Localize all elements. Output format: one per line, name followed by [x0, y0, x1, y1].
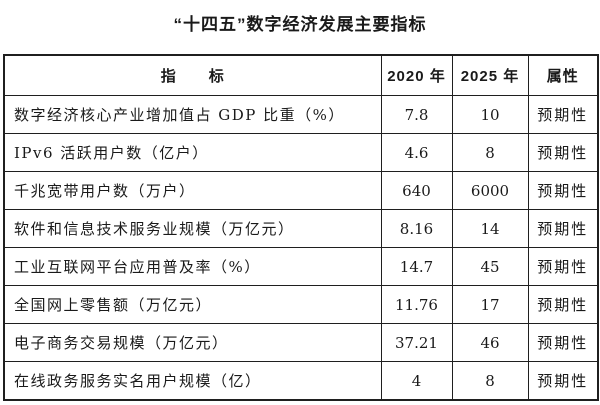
attribute-cell: 预期性	[527, 133, 599, 172]
indicator-cell: 电子商务交易规模（万亿元）	[3, 323, 382, 362]
indicator-cell: IPv6 活跃用户数（亿户）	[3, 133, 382, 172]
table-row: 电子商务交易规模（万亿元） 37.21 46 预期性	[3, 323, 599, 362]
value-2020-cell: 4	[380, 361, 453, 401]
table-row: 软件和信息技术服务业规模（万亿元） 8.16 14 预期性	[3, 209, 599, 248]
value-2025-cell: 17	[451, 285, 529, 324]
indicator-cell: 数字经济核心产业增加值占 GDP 比重（%）	[3, 95, 382, 134]
header-attribute: 属性	[527, 54, 599, 96]
table-row: IPv6 活跃用户数（亿户） 4.6 8 预期性	[3, 133, 599, 172]
attribute-cell: 预期性	[527, 361, 599, 401]
attribute-cell: 预期性	[527, 285, 599, 324]
value-2025-cell: 46	[451, 323, 529, 362]
value-2020-cell: 7.8	[380, 95, 453, 134]
value-2025-cell: 10	[451, 95, 529, 134]
indicator-cell: 工业互联网平台应用普及率（%）	[3, 247, 382, 286]
attribute-cell: 预期性	[527, 247, 599, 286]
table-row: 千兆宽带用户数（万户） 640 6000 预期性	[3, 171, 599, 210]
value-2020-cell: 37.21	[380, 323, 453, 362]
indicator-cell: 软件和信息技术服务业规模（万亿元）	[3, 209, 382, 248]
table-header-row: 指 标 2020 年 2025 年 属性	[3, 54, 599, 96]
value-2020-cell: 14.7	[380, 247, 453, 286]
value-2020-cell: 4.6	[380, 133, 453, 172]
table-row: 数字经济核心产业增加值占 GDP 比重（%） 7.8 10 预期性	[3, 95, 599, 134]
value-2025-cell: 8	[451, 361, 529, 401]
page-title: “十四五”数字经济发展主要指标	[173, 15, 427, 34]
indicator-cell: 在线政务服务实名用户规模（亿）	[3, 361, 382, 401]
header-indicator: 指 标	[3, 54, 382, 96]
value-2025-cell: 6000	[451, 171, 529, 210]
value-2025-cell: 8	[451, 133, 529, 172]
value-2025-cell: 45	[451, 247, 529, 286]
value-2020-cell: 640	[380, 171, 453, 210]
indicator-cell: 全国网上零售额（万亿元）	[3, 285, 382, 324]
indicator-cell: 千兆宽带用户数（万户）	[3, 171, 382, 210]
table-row: 全国网上零售额（万亿元） 11.76 17 预期性	[3, 285, 599, 324]
attribute-cell: 预期性	[527, 95, 599, 134]
attribute-cell: 预期性	[527, 209, 599, 248]
indicators-table: 指 标 2020 年 2025 年 属性 数字经济核心产业增加值占 GDP 比重…	[3, 54, 599, 401]
value-2020-cell: 8.16	[380, 209, 453, 248]
value-2025-cell: 14	[451, 209, 529, 248]
table-row: 工业互联网平台应用普及率（%） 14.7 45 预期性	[3, 247, 599, 286]
table-row: 在线政务服务实名用户规模（亿） 4 8 预期性	[3, 361, 599, 401]
attribute-cell: 预期性	[527, 171, 599, 210]
attribute-cell: 预期性	[527, 323, 599, 362]
value-2020-cell: 11.76	[380, 285, 453, 324]
header-year-2025: 2025 年	[451, 54, 529, 96]
header-year-2020: 2020 年	[380, 54, 453, 96]
